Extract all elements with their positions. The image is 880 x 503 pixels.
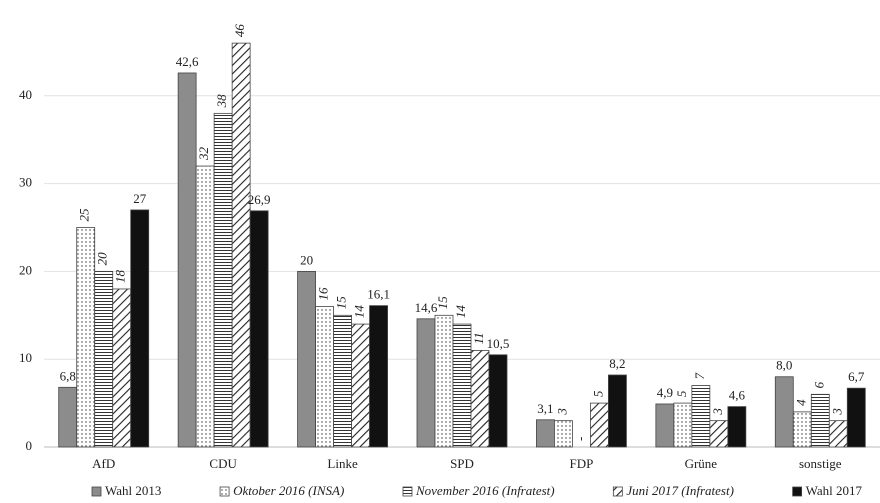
bar bbox=[590, 402, 609, 448]
bar bbox=[130, 209, 150, 448]
x-tick-label: AfD bbox=[92, 456, 115, 471]
x-tick-label: Linke bbox=[327, 456, 358, 471]
x-tick-label: SPD bbox=[450, 456, 474, 471]
value-label: 14,6 bbox=[415, 300, 438, 315]
bar bbox=[94, 270, 114, 448]
legend-label: Wahl 2017 bbox=[806, 483, 863, 498]
value-label: 3 bbox=[829, 408, 844, 416]
value-label: 7 bbox=[692, 373, 707, 380]
bar bbox=[488, 354, 508, 448]
bar bbox=[452, 323, 472, 448]
bar bbox=[369, 305, 388, 448]
bar bbox=[195, 165, 215, 448]
x-tick-label: sonstige bbox=[799, 456, 842, 471]
x-tick-label: Grüne bbox=[685, 456, 718, 471]
legend-swatch bbox=[402, 486, 413, 497]
value-label: 6,7 bbox=[848, 369, 865, 384]
legend-swatch bbox=[91, 486, 102, 497]
x-tick-label: CDU bbox=[209, 456, 237, 471]
value-label: 10,5 bbox=[487, 336, 510, 351]
y-tick-label: 0 bbox=[26, 438, 33, 453]
bar bbox=[608, 374, 627, 448]
value-label: 6 bbox=[811, 381, 826, 388]
value-label: 38 bbox=[214, 94, 229, 109]
legend-swatch bbox=[612, 486, 623, 497]
bar bbox=[177, 72, 197, 448]
value-label: 3 bbox=[710, 408, 725, 416]
value-label: 4,6 bbox=[729, 388, 746, 403]
value-label: 3 bbox=[554, 408, 569, 416]
bar bbox=[249, 210, 269, 448]
value-label: 4,9 bbox=[657, 385, 673, 400]
bar bbox=[297, 270, 316, 448]
bar bbox=[333, 314, 352, 448]
bar bbox=[691, 385, 711, 448]
bar bbox=[655, 403, 675, 448]
bar bbox=[727, 406, 747, 448]
bar bbox=[231, 42, 251, 448]
bar bbox=[434, 314, 454, 448]
value-label: 26,9 bbox=[248, 192, 271, 207]
value-label: 4 bbox=[793, 399, 808, 406]
value-label: 46 bbox=[232, 24, 247, 38]
value-label: 15 bbox=[435, 296, 450, 310]
bar bbox=[673, 402, 693, 448]
value-label: 14 bbox=[453, 305, 468, 319]
y-tick-label: 10 bbox=[19, 350, 32, 365]
value-label: 20 bbox=[300, 252, 313, 267]
legend-swatch bbox=[792, 486, 803, 497]
value-label: 32 bbox=[196, 147, 211, 162]
value-label: 5 bbox=[590, 390, 605, 397]
bar bbox=[846, 387, 866, 448]
legend-label: Wahl 2013 bbox=[105, 483, 161, 498]
bar bbox=[792, 411, 812, 448]
legend-swatch bbox=[219, 486, 230, 497]
y-tick-label: 40 bbox=[19, 87, 32, 102]
bar bbox=[213, 112, 233, 448]
bar bbox=[470, 350, 490, 448]
value-label: 14 bbox=[352, 305, 367, 319]
value-label: 27 bbox=[133, 191, 147, 206]
bar bbox=[810, 393, 830, 448]
value-label: 8,2 bbox=[609, 356, 625, 371]
bar bbox=[76, 227, 96, 448]
bar bbox=[112, 288, 132, 448]
value-label: 8,0 bbox=[776, 358, 792, 373]
bar bbox=[351, 323, 370, 448]
value-label: - bbox=[572, 437, 587, 441]
legend-label: November 2016 (Infratest) bbox=[415, 483, 555, 498]
value-label: 11 bbox=[471, 332, 486, 344]
bar bbox=[536, 419, 555, 448]
y-tick-label: 20 bbox=[19, 262, 32, 277]
bar bbox=[774, 376, 794, 448]
value-label: 15 bbox=[334, 296, 349, 310]
legend-label: Oktober 2016 (INSA) bbox=[233, 483, 344, 498]
bar bbox=[554, 420, 573, 448]
value-label: 3,1 bbox=[537, 401, 553, 416]
bar bbox=[58, 386, 78, 448]
value-label: 25 bbox=[77, 208, 92, 222]
bar bbox=[416, 318, 436, 448]
bar bbox=[828, 420, 848, 448]
bar bbox=[709, 420, 729, 448]
value-label: 6,8 bbox=[60, 368, 76, 383]
x-tick-label: FDP bbox=[569, 456, 593, 471]
y-tick-label: 30 bbox=[19, 175, 32, 190]
bar bbox=[315, 306, 334, 448]
value-label: 18 bbox=[113, 269, 128, 283]
value-label: 5 bbox=[674, 390, 689, 397]
value-label: 20 bbox=[95, 252, 110, 266]
value-label: 16 bbox=[316, 287, 331, 301]
legend-label: Juni 2017 (Infratest) bbox=[626, 483, 734, 498]
value-label: 16,1 bbox=[367, 287, 390, 302]
value-label: 42,6 bbox=[176, 54, 199, 69]
